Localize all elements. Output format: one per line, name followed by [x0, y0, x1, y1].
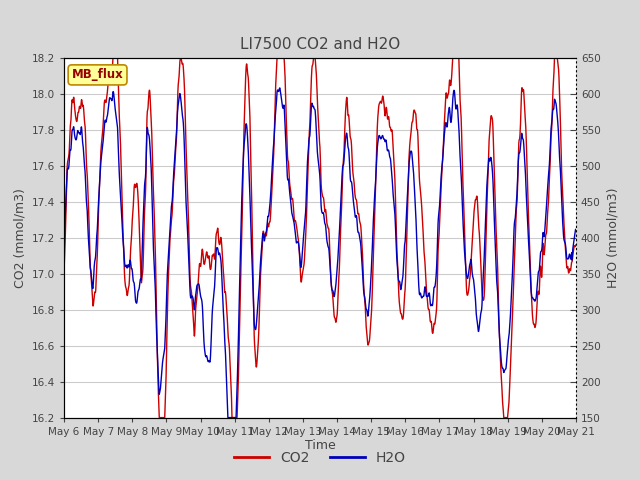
- CO2: [156, 415, 163, 420]
- CO2: [572, 242, 580, 248]
- X-axis label: Time: Time: [305, 439, 335, 453]
- H2O: [572, 226, 580, 232]
- H2O: [224, 415, 232, 420]
- H2O: [60, 244, 68, 250]
- CO2: [257, 269, 264, 275]
- Text: MB_flux: MB_flux: [72, 68, 124, 82]
- H2O: [279, 105, 287, 111]
- Line: CO2: CO2: [64, 58, 576, 418]
- H2O: [276, 85, 284, 91]
- CO2: [118, 216, 126, 222]
- CO2: [109, 55, 117, 60]
- CO2: [60, 270, 68, 276]
- Y-axis label: H2O (mmol/m3): H2O (mmol/m3): [606, 187, 619, 288]
- CO2: [149, 175, 157, 181]
- H2O: [508, 298, 515, 303]
- H2O: [118, 227, 126, 233]
- H2O: [563, 251, 570, 257]
- Title: LI7500 CO2 and H2O: LI7500 CO2 and H2O: [240, 37, 400, 52]
- Line: H2O: H2O: [64, 88, 576, 418]
- H2O: [257, 259, 264, 265]
- Y-axis label: CO2 (mmol/m3): CO2 (mmol/m3): [13, 188, 26, 288]
- CO2: [563, 258, 570, 264]
- CO2: [279, 55, 287, 60]
- CO2: [508, 347, 515, 352]
- H2O: [149, 225, 157, 230]
- Legend: CO2, H2O: CO2, H2O: [228, 445, 412, 471]
